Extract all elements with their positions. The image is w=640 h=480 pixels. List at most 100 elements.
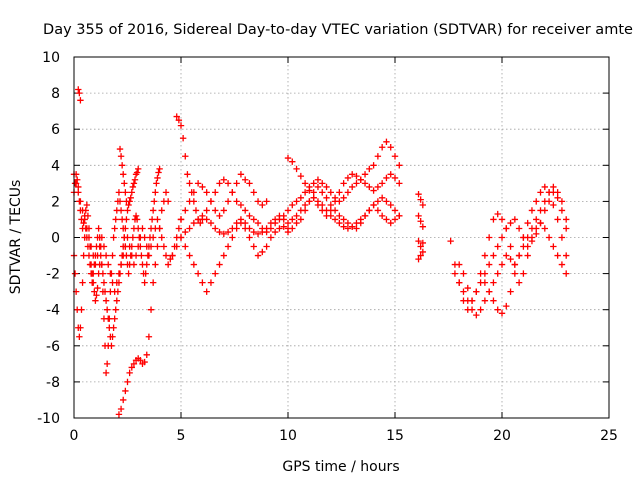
data-point [105,261,111,267]
data-point [542,225,548,231]
data-point [212,207,218,213]
data-point [332,207,338,213]
data-point [118,153,124,159]
data-point [396,180,402,186]
data-point [486,261,492,267]
data-point [229,234,235,240]
data-point [212,189,218,195]
data-point [246,180,252,186]
data-point [133,252,139,258]
data-point [272,216,278,222]
data-point [150,234,156,240]
x-tick-label: 20 [493,428,511,444]
data-point [131,261,137,267]
data-point [216,213,222,219]
y-tick-label: 0 [51,231,60,247]
data-point [353,180,359,186]
data-point [396,213,402,219]
series-track-5 [75,86,84,103]
data-point [529,234,535,240]
data-point [155,169,161,175]
data-point [383,139,389,145]
data-point [469,297,475,303]
data-point [482,279,488,285]
data-point [499,261,505,267]
data-point [101,279,107,285]
chart-title: Day 355 of 2016, Sidereal Day-to-day VTE… [43,22,633,38]
data-point [507,256,513,262]
data-point [118,207,124,213]
data-point [490,279,496,285]
data-point [109,252,115,258]
data-point [370,202,376,208]
data-point [186,252,192,258]
data-point [323,184,329,190]
data-point [554,216,560,222]
data-point [75,86,81,92]
data-point [242,220,248,226]
data-point [507,288,513,294]
data-point [184,171,190,177]
data-point [392,207,398,213]
data-point [537,189,543,195]
series-track-4 [116,189,172,417]
y-tick-label: -4 [46,303,60,319]
data-point [208,198,214,204]
data-point [512,270,518,276]
data-point [110,325,116,331]
data-point [255,220,261,226]
data-point [542,198,548,204]
data-point [161,243,167,249]
data-point [383,216,389,222]
data-point [520,234,526,240]
data-point [550,243,556,249]
data-point [203,216,209,222]
data-point [306,198,312,204]
data-point [89,279,95,285]
data-point [392,216,398,222]
data-point [203,288,209,294]
data-point [221,252,227,258]
data-point [366,207,372,213]
data-point [323,195,329,201]
data-point [119,162,125,168]
data-point [221,177,227,183]
data-point [554,252,560,258]
data-point [156,166,162,172]
data-point [156,225,162,231]
data-point [563,270,569,276]
data-point [499,234,505,240]
data-point [107,270,113,276]
data-point [302,207,308,213]
series-track-16 [456,211,569,304]
data-point [336,220,342,226]
data-point [293,198,299,204]
data-point [191,220,197,226]
data-point [141,234,147,240]
x-tick-label: 0 [70,428,79,444]
data-point [285,207,291,213]
data-point [366,184,372,190]
data-point [116,270,122,276]
data-point [104,361,110,367]
data-point [122,189,128,195]
data-point [495,243,501,249]
data-point [120,397,126,403]
data-point [392,175,398,181]
data-point [490,252,496,258]
data-point [195,180,201,186]
data-point [203,189,209,195]
data-point [124,207,130,213]
data-point [124,379,130,385]
data-point [133,213,139,219]
data-point [499,310,505,316]
data-point [332,198,338,204]
data-point [323,213,329,219]
data-point [503,225,509,231]
data-point [154,216,160,222]
series-track-15 [452,184,570,319]
y-tick-label: -2 [46,267,60,283]
x-tick-label: 10 [279,428,297,444]
data-point [285,229,291,235]
data-point [319,189,325,195]
